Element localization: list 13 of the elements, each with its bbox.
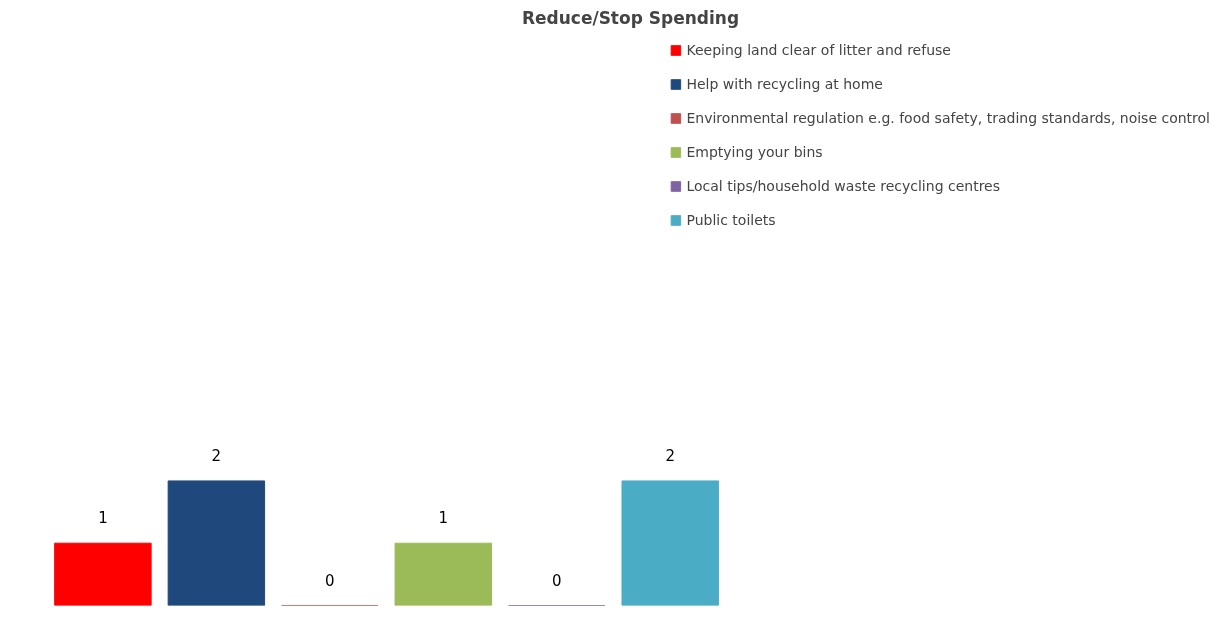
- legend-label: Public toilets: [686, 212, 776, 228]
- legend-label: Environmental regulation e.g. food safety, trading standards, noise control: [686, 110, 1210, 126]
- legend-label: Local tips/household waste recycling centres: [686, 178, 1000, 194]
- data-label: 0: [551, 571, 562, 590]
- legend-label: Help with recycling at home: [686, 76, 883, 92]
- chart-title: Reduce/Stop Spending: [521, 7, 740, 28]
- data-label: 1: [438, 509, 449, 528]
- data-label: 1: [98, 509, 108, 528]
- legend-label: Keeping land clear of litter and refuse: [686, 42, 951, 58]
- data-label: 0: [325, 571, 335, 590]
- data-label: 2: [211, 446, 222, 465]
- legend-label: Emptying your bins: [686, 144, 823, 160]
- data-label: 2: [665, 446, 675, 465]
